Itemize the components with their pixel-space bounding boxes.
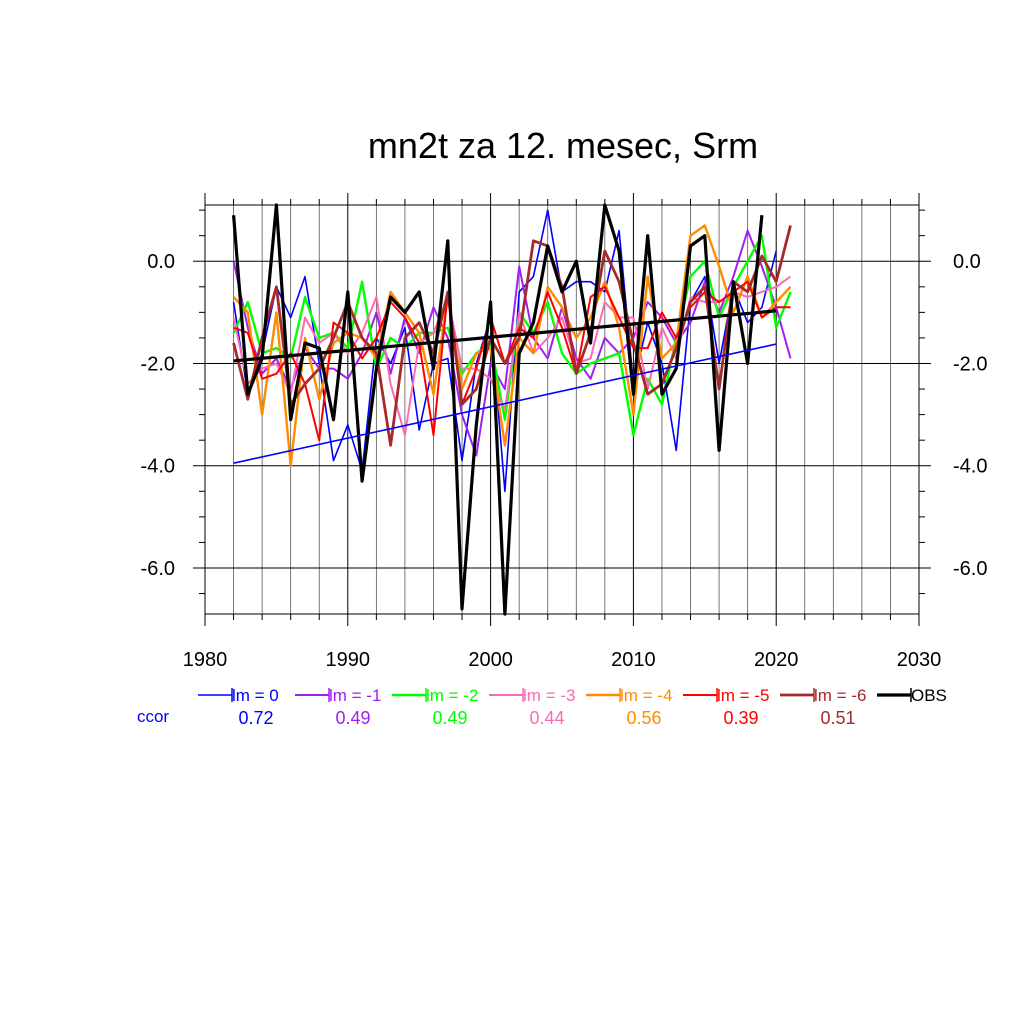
legend-label: lm = -5 [717,686,769,705]
plot-frame [204,204,920,615]
x-tick-label: 2010 [611,649,656,671]
trend-line-1 [233,309,777,363]
y-tick-label: -4.0 [141,456,175,478]
ccor-value: 0.49 [432,708,467,728]
trend-line-0 [233,343,777,464]
series-line-7 [232,203,764,616]
legend-label: lm = -4 [620,686,672,705]
ccor-value: 0.56 [626,708,661,728]
series-lines [232,203,792,616]
legend-label: lm = -3 [523,686,575,705]
y-tick-label-right: -2.0 [953,353,987,375]
legend-label: lm = 0 [232,686,279,705]
series-line-4 [232,224,792,467]
legend-label: lm = -1 [329,686,381,705]
ccor-value: 0.49 [335,708,370,728]
x-tick-label: 2000 [468,649,513,671]
ccor-label: ccor [137,707,169,726]
y-tick-label: -6.0 [141,558,175,580]
grid [205,205,919,614]
legend-label: lm = -2 [426,686,478,705]
x-tick-label: 2020 [754,649,799,671]
series-line-0 [232,209,777,493]
ccor-value: 0.72 [238,708,273,728]
y-tick-label: -2.0 [141,353,175,375]
legend-label: lm = -6 [814,686,866,705]
chart-title: mn2t za 12. mesec, Srm [368,125,758,166]
legend: lm = 0 0.72 lm = -1 0.49 lm = -2 0.49 lm = -3 0… [137,686,947,728]
legend-label: OBS [911,686,947,705]
x-tick-label: 1990 [326,649,371,671]
y-tick-label-right: -4.0 [953,456,987,478]
ccor-value: 0.44 [529,708,564,728]
y-tick-label: 0.0 [147,251,175,273]
ccor-value: 0.51 [820,708,855,728]
x-tick-label: 1980 [183,649,228,671]
ccor-value: 0.39 [723,708,758,728]
x-tick-label: 2030 [897,649,942,671]
axes: 1980 1990 2000 2010 2020 2030 0.0 0.0 -2.0 -2.0 -4… [141,193,987,671]
y-tick-label-right: -6.0 [953,558,987,580]
y-tick-label-right: 0.0 [953,251,981,273]
